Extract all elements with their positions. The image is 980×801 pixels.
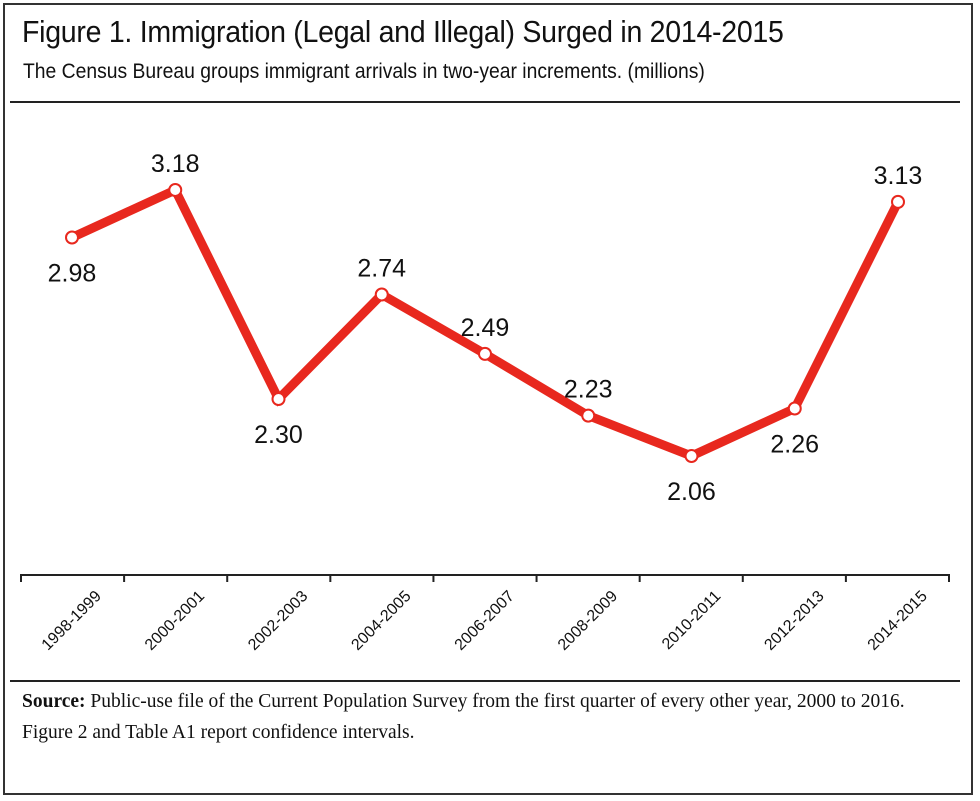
data-point xyxy=(581,408,596,423)
data-label: 2.49 xyxy=(461,314,510,342)
x-tick-label: 2006-2007 xyxy=(452,588,518,654)
x-tick-label: 2008-2009 xyxy=(555,588,621,654)
data-point xyxy=(891,194,905,209)
data-label: 2.98 xyxy=(48,260,97,288)
data-point xyxy=(271,392,286,406)
data-label: 2.74 xyxy=(357,255,406,283)
data-label: 2.06 xyxy=(667,478,716,506)
data-label: 2.30 xyxy=(254,421,303,449)
data-label: 2.23 xyxy=(564,376,613,404)
chart-title: Figure 1. Immigration (Legal and Illegal… xyxy=(22,14,784,49)
data-point xyxy=(65,230,79,245)
confidence-note: Figure 2 and Table A1 report confidence … xyxy=(22,722,415,743)
source-text: Public-use file of the Current Populatio… xyxy=(85,691,905,712)
x-tick-label: 2002-2003 xyxy=(245,588,311,654)
data-point xyxy=(787,401,802,416)
x-tick-label: 2000-2001 xyxy=(142,588,208,654)
data-label: 3.18 xyxy=(151,150,200,178)
x-tick-label: 2004-2005 xyxy=(348,588,414,654)
source-divider xyxy=(10,680,960,682)
x-tick-label: 2010-2011 xyxy=(659,588,724,653)
x-tick-label: 2012-2013 xyxy=(761,588,827,654)
title-divider xyxy=(10,101,960,103)
data-point xyxy=(478,346,492,361)
data-label: 2.26 xyxy=(770,431,819,459)
chart-subtitle: The Census Bureau groups immigrant arriv… xyxy=(23,60,705,83)
x-tick-label: 1998-1999 xyxy=(39,588,105,654)
source-label: Source: xyxy=(22,691,86,712)
data-point xyxy=(168,183,183,197)
source-note: Source: Public-use file of the Current P… xyxy=(22,686,962,748)
data-point xyxy=(374,287,389,302)
data-point xyxy=(684,449,699,463)
data-label: 3.13 xyxy=(874,162,923,190)
x-tick-label: 2014-2015 xyxy=(865,588,931,654)
figure-frame xyxy=(3,3,973,795)
